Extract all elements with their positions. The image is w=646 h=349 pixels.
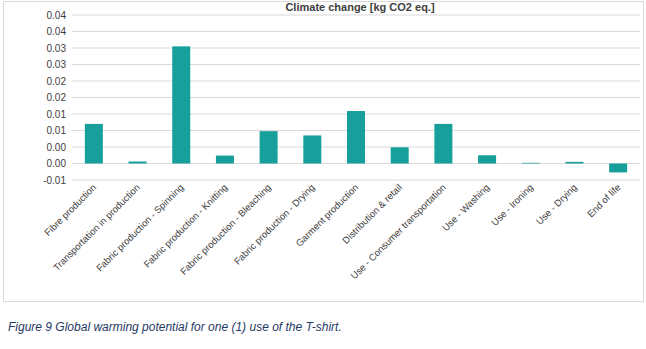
x-tick-label: Fabric production - Knitting <box>141 182 229 270</box>
title: Climate change [kg CO2 eq.] <box>285 1 434 13</box>
grid-line <box>72 97 640 98</box>
x-tick-label: Use - Consumer transportation <box>348 182 448 282</box>
x-tick-label: Use - Drying <box>534 182 579 227</box>
bar <box>565 162 583 164</box>
y-tick-label: 0.02 <box>47 92 67 103</box>
caption: Figure 9 Global warming potential for on… <box>8 320 342 334</box>
bar <box>216 156 234 164</box>
bar <box>522 162 540 164</box>
grid-line <box>72 180 640 181</box>
bar <box>609 164 627 173</box>
x-tick-label: Fabric production - Drying <box>232 182 317 267</box>
bar <box>85 124 103 164</box>
grid-line <box>72 64 640 65</box>
y-tick-label: 0.03 <box>47 43 67 54</box>
y-tick-label: 0.01 <box>47 125 67 136</box>
y-tick-label: 0.00 <box>47 142 67 153</box>
bars <box>85 46 627 172</box>
grid-line <box>72 48 640 49</box>
y-tick-label: 0.00 <box>47 158 67 169</box>
bar <box>172 46 190 163</box>
bar <box>303 135 321 163</box>
chart-frame <box>4 2 644 302</box>
bar <box>391 147 409 163</box>
bar <box>478 155 496 163</box>
y-tick-label: -0.01 <box>43 175 66 186</box>
page: {"chart_data": {"type": "bar", "title": … <box>0 0 646 349</box>
y-tick-label: 0.03 <box>47 59 67 70</box>
x-tick-label: End of life <box>585 182 623 220</box>
x-tick-label: Transportation in production <box>51 182 142 273</box>
x-tick-label: Use - Washing <box>440 182 492 234</box>
x-tick-label: Fabric production - Spinning <box>94 182 186 274</box>
y-tick-label: 0.02 <box>47 76 67 87</box>
bar <box>129 162 147 164</box>
y-tick-label: 0.04 <box>47 26 67 37</box>
bar <box>434 124 452 164</box>
y-tick-label: 0.04 <box>47 10 67 21</box>
grid-line <box>72 31 640 32</box>
chart-container: Climate change [kg CO2 eq.] -0.01 0.00 0.00… <box>0 0 646 349</box>
x-tick-label: Use - Ironing <box>489 182 535 228</box>
bar <box>347 111 365 163</box>
grid-line <box>72 81 640 82</box>
x-tick-label: Fabric production - Bleaching <box>178 182 273 277</box>
y-tick-label: 0.01 <box>47 109 67 120</box>
chart-svg: Climate change [kg CO2 eq.] -0.01 0.00 0.00… <box>0 0 646 349</box>
grid-line <box>72 15 640 16</box>
bar <box>260 131 278 163</box>
